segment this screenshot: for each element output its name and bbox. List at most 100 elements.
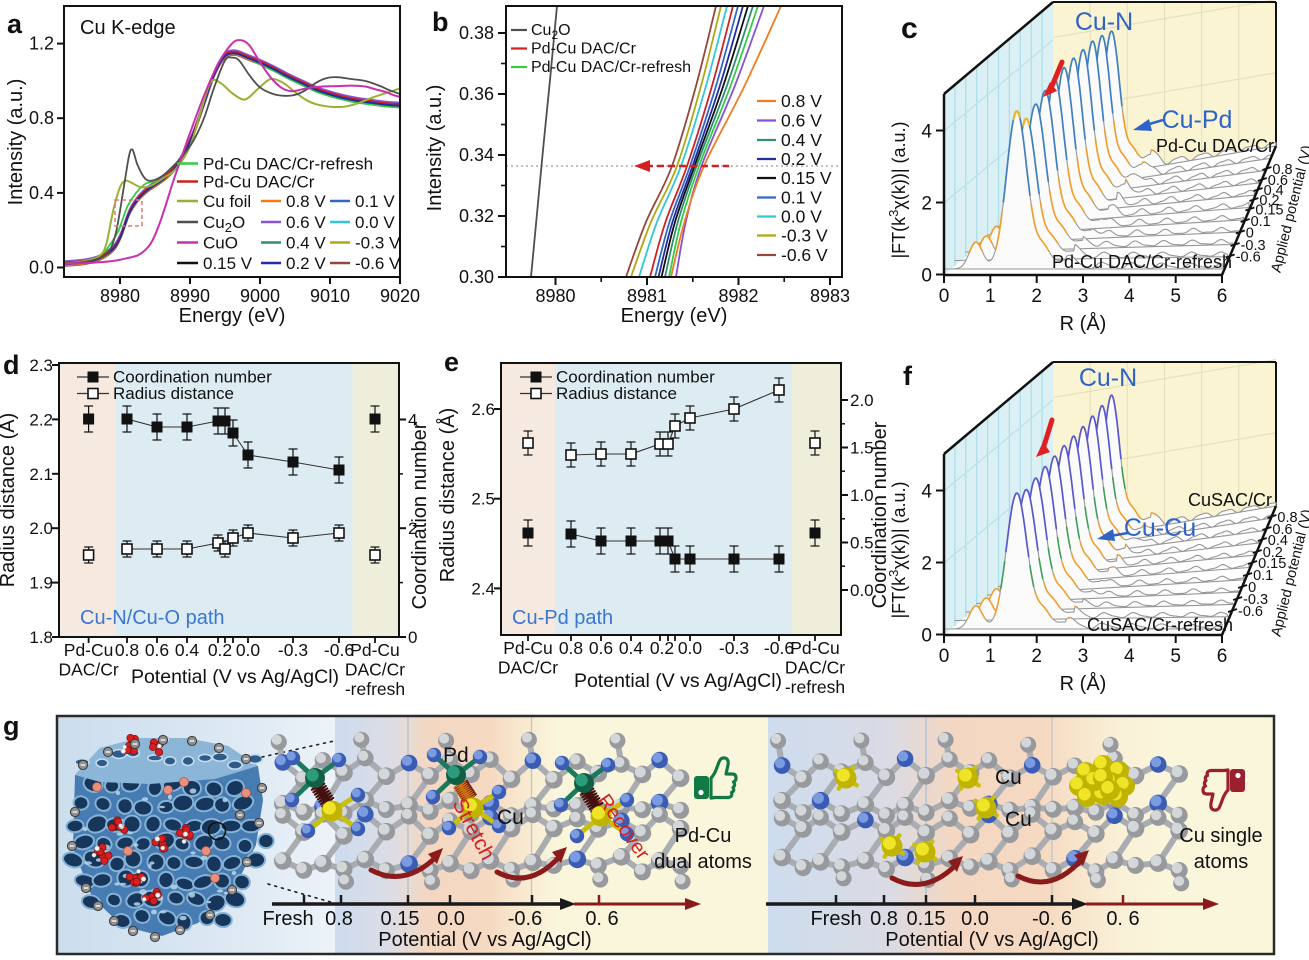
svg-text:Pd-Cu DAC/Cr: Pd-Cu DAC/Cr — [531, 41, 637, 58]
svg-text:0: 0 — [921, 626, 932, 647]
svg-text:3: 3 — [1078, 646, 1089, 667]
svg-text:Radius distance: Radius distance — [556, 384, 677, 403]
svg-text:Cu single: Cu single — [1179, 825, 1262, 847]
svg-text:0.2: 0.2 — [650, 638, 674, 658]
svg-text:-0.3: -0.3 — [719, 638, 749, 658]
svg-text:1: 1 — [985, 646, 996, 667]
svg-text:0.2 V: 0.2 V — [286, 254, 326, 273]
svg-text:0. 6: 0. 6 — [1106, 908, 1139, 930]
svg-text:Energy (eV): Energy (eV) — [621, 305, 728, 327]
svg-text:DAC/Cr: DAC/Cr — [785, 658, 845, 678]
svg-text:0.6: 0.6 — [1268, 173, 1288, 189]
svg-text:0.15: 0.15 — [1255, 203, 1283, 219]
svg-text:Cu-N: Cu-N — [1075, 8, 1133, 36]
svg-text:9020: 9020 — [380, 286, 420, 306]
svg-text:2.6: 2.6 — [471, 400, 495, 419]
svg-text:0: 0 — [939, 646, 950, 667]
svg-text:2.4: 2.4 — [471, 579, 495, 598]
svg-text:8982: 8982 — [718, 286, 758, 306]
svg-text:0.4 V: 0.4 V — [781, 130, 822, 150]
svg-text:Cu-Cu: Cu-Cu — [1124, 514, 1196, 542]
svg-text:CuSAC/Cr-refresh: CuSAC/Cr-refresh — [1087, 615, 1233, 635]
svg-text:-refresh: -refresh — [345, 679, 405, 699]
svg-text:Coordination number: Coordination number — [556, 368, 715, 387]
svg-text:-0.6: -0.6 — [1238, 604, 1263, 620]
svg-text:0.6: 0.6 — [589, 638, 613, 658]
svg-text:Coordination number: Coordination number — [869, 421, 891, 608]
svg-text:0.1: 0.1 — [1251, 214, 1271, 230]
svg-text:Cu2O: Cu2O — [203, 213, 245, 235]
svg-text:|FT(k3χ(k))| (a.u.): |FT(k3χ(k))| (a.u.) — [886, 481, 909, 618]
svg-text:0.0 V: 0.0 V — [781, 207, 822, 227]
svg-text:R (Å): R (Å) — [1060, 672, 1107, 695]
svg-text:Pd-Cu DAC/Cr: Pd-Cu DAC/Cr — [203, 173, 315, 192]
svg-text:0.4: 0.4 — [1268, 533, 1288, 549]
svg-text:Cu-Pd path: Cu-Pd path — [512, 607, 613, 629]
svg-text:2.0: 2.0 — [29, 519, 53, 538]
svg-text:Pd-Cu DAC/Cr-refresh: Pd-Cu DAC/Cr-refresh — [1052, 252, 1232, 272]
svg-text:0.15: 0.15 — [1258, 556, 1286, 572]
svg-text:0.4: 0.4 — [29, 183, 54, 203]
svg-text:0.38: 0.38 — [459, 23, 494, 43]
svg-text:Cu K-edge: Cu K-edge — [80, 17, 176, 39]
svg-text:1.8: 1.8 — [29, 628, 53, 647]
svg-text:9000: 9000 — [240, 286, 280, 306]
svg-text:0: 0 — [939, 286, 950, 307]
svg-text:Coordination number: Coordination number — [409, 422, 431, 609]
svg-text:0.6: 0.6 — [1272, 522, 1292, 538]
svg-text:4: 4 — [921, 482, 932, 503]
svg-text:CuSAC/Cr: CuSAC/Cr — [1188, 490, 1272, 510]
svg-text:2: 2 — [921, 554, 932, 575]
svg-text:4: 4 — [408, 411, 417, 430]
svg-text:Pd-Cu: Pd-Cu — [503, 638, 553, 658]
svg-text:-0.6: -0.6 — [508, 908, 542, 930]
svg-text:R (Å): R (Å) — [1060, 312, 1107, 335]
svg-text:0.1 V: 0.1 V — [355, 192, 395, 211]
svg-text:0.8: 0.8 — [1272, 162, 1292, 178]
svg-text:2: 2 — [1031, 286, 1042, 307]
svg-text:0.0: 0.0 — [850, 581, 874, 600]
svg-text:DAC/Cr: DAC/Cr — [58, 660, 118, 680]
svg-text:2.1: 2.1 — [29, 465, 53, 484]
svg-text:4: 4 — [921, 122, 932, 143]
svg-text:b: b — [432, 7, 449, 37]
svg-text:3: 3 — [1078, 286, 1089, 307]
svg-text:-refresh: -refresh — [785, 677, 845, 697]
svg-text:Cu: Cu — [995, 766, 1022, 789]
svg-text:0.0: 0.0 — [29, 258, 54, 278]
svg-text:0.0 V: 0.0 V — [355, 213, 395, 232]
svg-text:Radius distance (Å): Radius distance (Å) — [0, 413, 19, 588]
svg-text:0.15: 0.15 — [907, 908, 946, 930]
svg-text:0.32: 0.32 — [459, 206, 494, 226]
svg-text:0.15 V: 0.15 V — [781, 168, 832, 188]
svg-text:0.1 V: 0.1 V — [781, 188, 822, 208]
svg-text:6: 6 — [1217, 646, 1228, 667]
svg-text:0: 0 — [408, 628, 417, 647]
svg-text:0.4: 0.4 — [175, 640, 200, 660]
svg-text:2.5: 2.5 — [471, 490, 495, 509]
svg-text:Coordination number: Coordination number — [113, 368, 272, 387]
svg-text:Cu: Cu — [1005, 808, 1032, 831]
svg-text:0. 6: 0. 6 — [585, 908, 618, 930]
svg-text:0.15: 0.15 — [381, 908, 420, 930]
svg-text:0.36: 0.36 — [459, 84, 494, 104]
svg-text:0.0: 0.0 — [961, 908, 989, 930]
svg-text:0.2 V: 0.2 V — [781, 149, 822, 169]
svg-text:d: d — [3, 350, 20, 380]
svg-text:0.5: 0.5 — [850, 534, 874, 553]
svg-text:8983: 8983 — [810, 286, 850, 306]
svg-text:-0. 6: -0. 6 — [1032, 908, 1072, 930]
svg-text:g: g — [3, 711, 20, 741]
svg-text:f: f — [903, 361, 913, 391]
svg-text:8980: 8980 — [100, 286, 140, 306]
svg-text:Potential (V vs Ag/AgCl): Potential (V vs Ag/AgCl) — [378, 929, 591, 951]
svg-text:5: 5 — [1170, 646, 1181, 667]
svg-text:1.2: 1.2 — [29, 34, 54, 54]
svg-text:Potential (V vs Ag/AgCl): Potential (V vs Ag/AgCl) — [885, 929, 1098, 951]
svg-text:-0.3 V: -0.3 V — [781, 226, 828, 246]
svg-text:1: 1 — [985, 286, 996, 307]
svg-text:Cu-N/Cu-O path: Cu-N/Cu-O path — [80, 607, 225, 629]
svg-text:Cu2O: Cu2O — [531, 22, 571, 42]
svg-text:Radius distance (Å): Radius distance (Å) — [436, 408, 459, 583]
svg-text:0.8: 0.8 — [115, 640, 139, 660]
